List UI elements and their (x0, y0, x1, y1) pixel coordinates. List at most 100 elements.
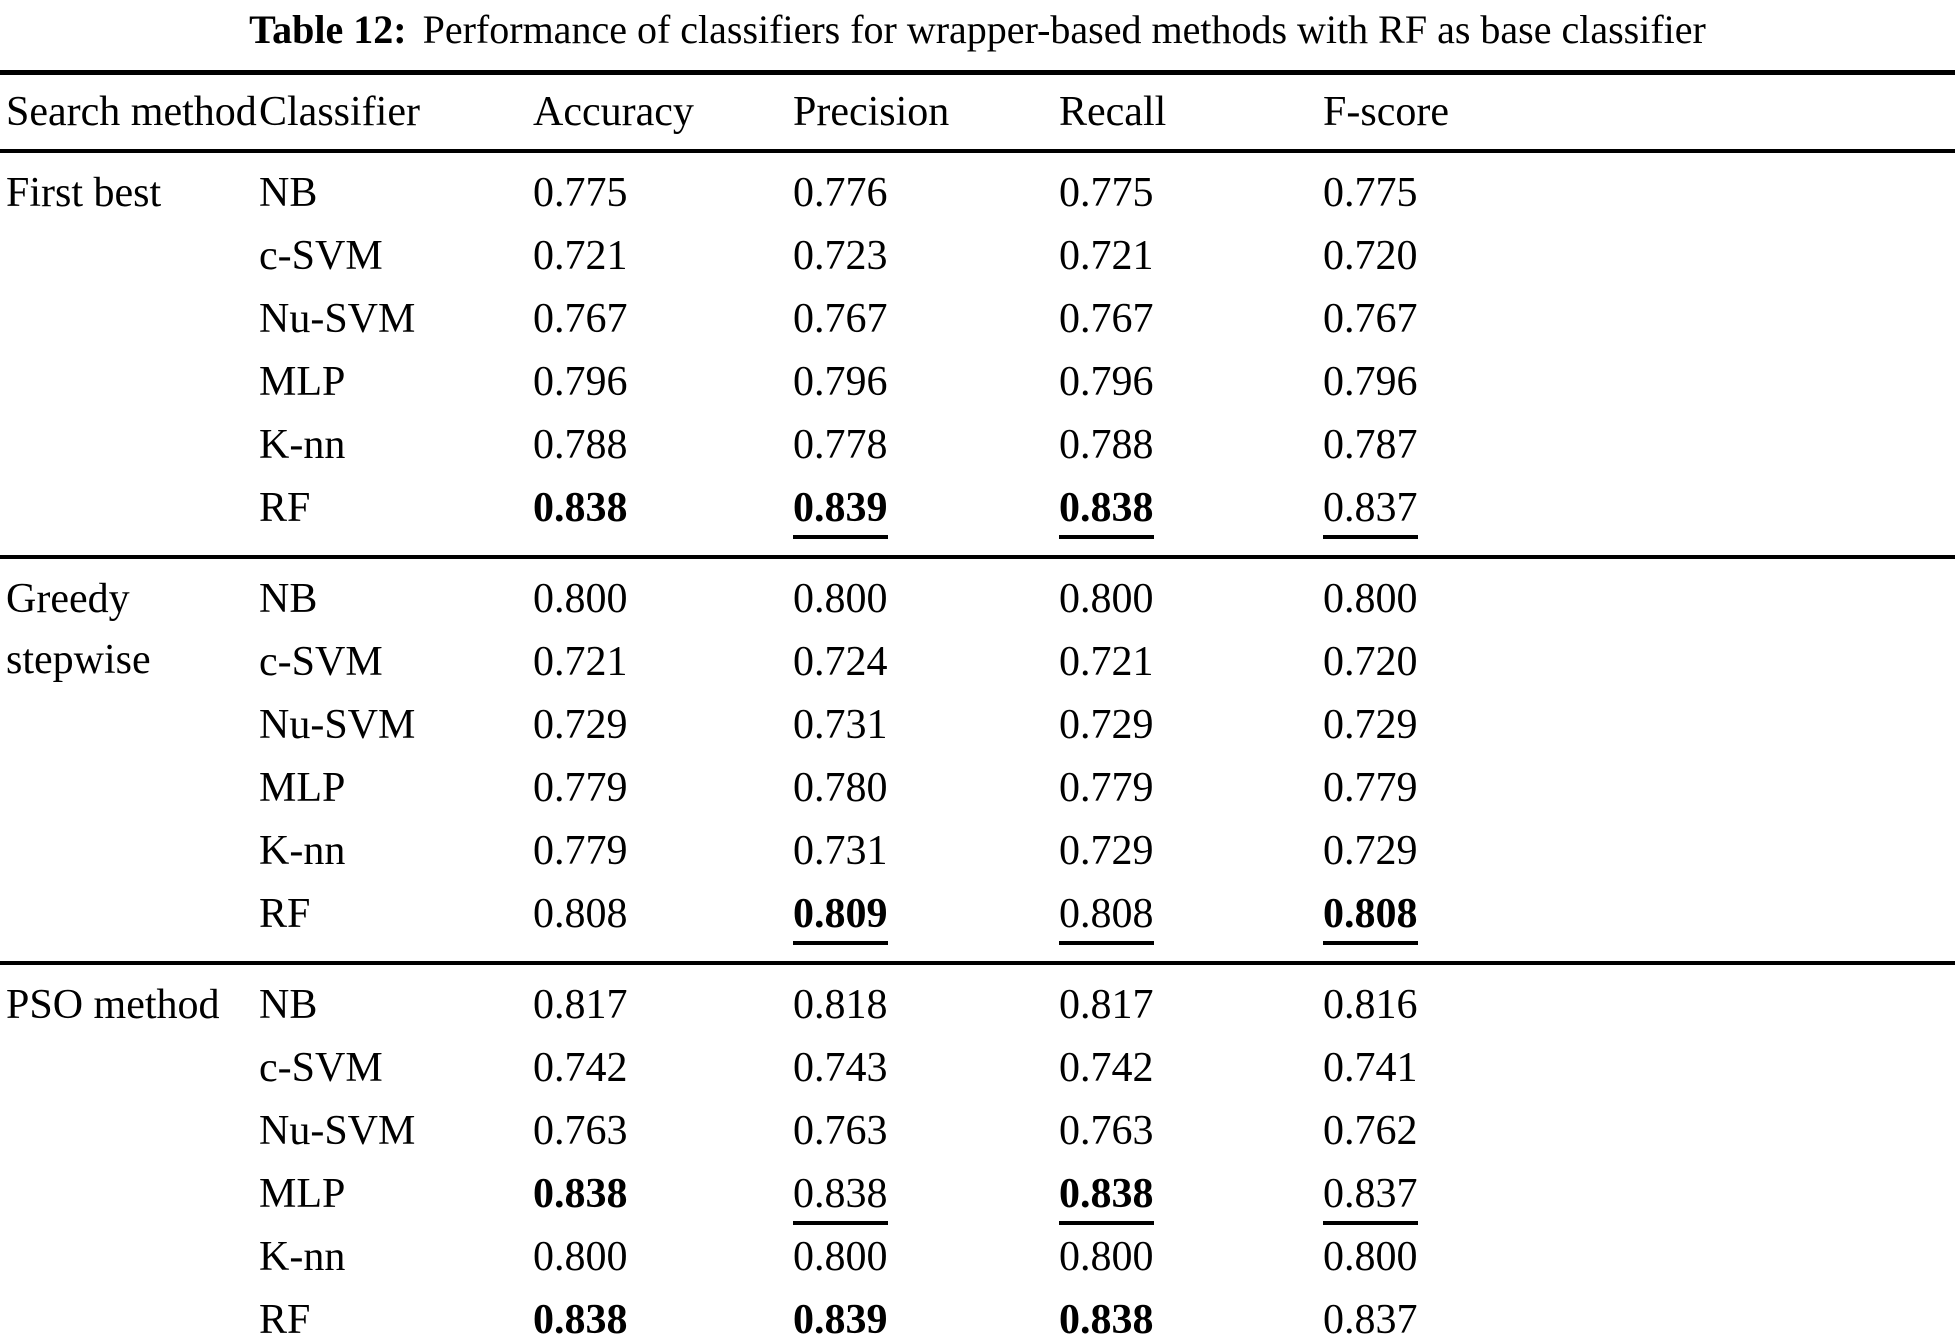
table-header-row: Search method Classifier Accuracy Precis… (0, 72, 1955, 153)
metric-value: 0.720 (1323, 639, 1418, 685)
metric-value: 0.796 (1323, 359, 1418, 405)
classifier-label: Nu-SVM (259, 296, 416, 342)
metric-value: 0.838 (533, 1297, 628, 1337)
metric-value: 0.775 (1059, 170, 1154, 216)
metric-value: 0.778 (793, 422, 888, 468)
metric-value: 0.800 (533, 576, 628, 622)
classifier-label: c-SVM (259, 233, 383, 279)
metric-value: 0.729 (1323, 702, 1418, 748)
classifier-label: Nu-SVM (259, 702, 416, 748)
metric-value: 0.743 (793, 1045, 888, 1091)
metric-value: 0.741 (1323, 1045, 1418, 1091)
metric-value: 0.839 (792, 1289, 1058, 1337)
metric-value: 0.779 (1323, 765, 1418, 811)
group-greedy-stepwise: Greedy stepwise NB 0.800 0.800 0.800 0.800 c-S… (0, 557, 1955, 963)
metric-value: 0.838 (1058, 477, 1322, 557)
metric-value: 0.837 (1322, 1289, 1955, 1337)
metric-value: 0.780 (793, 765, 888, 811)
metric-value: 0.742 (533, 1045, 628, 1091)
metric-value: 0.775 (533, 170, 628, 216)
metric-value: 0.767 (793, 296, 888, 342)
metric-value: 0.767 (1059, 296, 1154, 342)
results-table: Search method Classifier Accuracy Precis… (0, 70, 1955, 1337)
metric-value: 0.776 (793, 170, 888, 216)
table-row: RF 0.838 0.839 0.838 0.837 (0, 477, 1955, 557)
metric-value: 0.800 (1323, 576, 1418, 622)
metric-value: 0.800 (1059, 576, 1154, 622)
metric-value: 0.809 (792, 883, 1058, 963)
classifier-label: RF (259, 485, 311, 531)
metric-value: 0.839 (792, 477, 1058, 557)
table-row: K-nn 0.800 0.800 0.800 0.800 (0, 1226, 1955, 1289)
metric-value: 0.838 (1058, 1289, 1322, 1337)
metric-value: 0.762 (1323, 1108, 1418, 1154)
metric-value: 0.800 (793, 576, 888, 622)
metric-value: 0.721 (533, 233, 628, 279)
classifier-label: Nu-SVM (259, 1108, 416, 1154)
metric-value: 0.721 (1059, 639, 1154, 685)
metric-value: 0.767 (1323, 296, 1418, 342)
metric-value: 0.817 (533, 982, 628, 1028)
column-header-accuracy: Accuracy (532, 72, 792, 153)
table-row: PSO method NB 0.817 0.818 0.817 0.816 (0, 963, 1955, 1037)
classifier-label: NB (259, 170, 318, 216)
metric-value: 0.800 (533, 1234, 628, 1280)
table-caption-number: Table 12: (249, 7, 407, 52)
table-row: K-nn 0.788 0.778 0.788 0.787 (0, 414, 1955, 477)
metric-value: 0.742 (1059, 1045, 1154, 1091)
table-row: c-SVM 0.742 0.743 0.742 0.741 (0, 1037, 1955, 1100)
classifier-label: MLP (259, 765, 346, 811)
metric-value: 0.837 (1322, 1163, 1955, 1226)
table-caption-text: Performance of classifiers for wrapper-b… (422, 7, 1706, 52)
metric-value: 0.723 (793, 233, 888, 279)
column-header-search-method: Search method (0, 72, 258, 153)
classifier-label: K-nn (259, 1234, 346, 1280)
group-pso-method: PSO method NB 0.817 0.818 0.817 0.816 c-SVM 0.7… (0, 963, 1955, 1337)
classifier-label: c-SVM (259, 1045, 383, 1091)
table-row: Nu-SVM 0.763 0.763 0.763 0.762 (0, 1100, 1955, 1163)
classifier-label: MLP (259, 1171, 346, 1217)
table-row: c-SVM 0.721 0.723 0.721 0.720 (0, 225, 1955, 288)
column-header-classifier: Classifier (258, 72, 532, 153)
metric-value: 0.763 (533, 1108, 628, 1154)
table-row: First best NB 0.775 0.776 0.775 0.775 (0, 151, 1955, 225)
metric-value: 0.800 (1059, 1234, 1154, 1280)
metric-value: 0.800 (793, 1234, 888, 1280)
metric-value: 0.838 (533, 1171, 628, 1217)
metric-value: 0.818 (793, 982, 888, 1028)
column-header-precision: Precision (792, 72, 1058, 153)
metric-value: 0.787 (1323, 422, 1418, 468)
metric-value: 0.816 (1323, 982, 1418, 1028)
table-row: RF 0.808 0.809 0.808 0.808 (0, 883, 1955, 963)
metric-value: 0.763 (1059, 1108, 1154, 1154)
metric-value: 0.731 (793, 828, 888, 874)
table-caption: Table 12: Performance of classifiers for … (0, 6, 1955, 54)
metric-value: 0.729 (533, 702, 628, 748)
metric-value: 0.720 (1323, 233, 1418, 279)
metric-value: 0.729 (1323, 828, 1418, 874)
metric-value: 0.779 (533, 765, 628, 811)
metric-value: 0.796 (533, 359, 628, 405)
column-header-recall: Recall (1058, 72, 1322, 153)
metric-value: 0.817 (1059, 982, 1154, 1028)
table-row: MLP 0.779 0.780 0.779 0.779 (0, 757, 1955, 820)
classifier-label: K-nn (259, 422, 346, 468)
classifier-label: RF (259, 891, 311, 937)
group-first-best: First best NB 0.775 0.776 0.775 0.775 c-SVM 0.7… (0, 151, 1955, 557)
metric-value: 0.808 (533, 891, 628, 937)
metric-value: 0.788 (533, 422, 628, 468)
metric-value: 0.731 (793, 702, 888, 748)
table-row: Nu-SVM 0.767 0.767 0.767 0.767 (0, 288, 1955, 351)
metric-value: 0.796 (793, 359, 888, 405)
metric-value: 0.837 (1322, 477, 1955, 557)
search-method-label: First best (6, 170, 162, 216)
classifier-label: MLP (259, 359, 346, 405)
metric-value: 0.763 (793, 1108, 888, 1154)
table-row: K-nn 0.779 0.731 0.729 0.729 (0, 820, 1955, 883)
metric-value: 0.775 (1323, 170, 1418, 216)
metric-value: 0.779 (1059, 765, 1154, 811)
metric-value: 0.729 (1059, 702, 1154, 748)
classifier-label: K-nn (259, 828, 346, 874)
metric-value: 0.767 (533, 296, 628, 342)
